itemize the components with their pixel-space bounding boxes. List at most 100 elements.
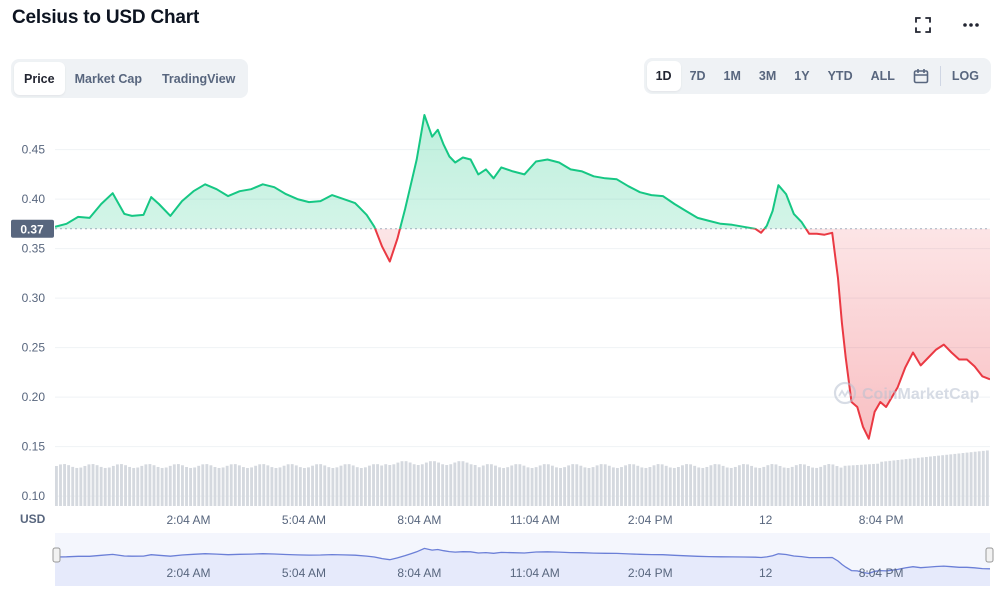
volume-bar <box>973 451 977 506</box>
volume-bar <box>538 465 542 506</box>
range-ytd-button[interactable]: YTD <box>827 69 853 83</box>
volume-bar <box>343 464 347 506</box>
volume-bar <box>713 464 717 506</box>
volume-bar <box>217 467 221 506</box>
fullscreen-icon[interactable] <box>912 14 934 36</box>
x-tick-label: 8:04 PM <box>859 513 904 527</box>
volume-bar <box>229 464 233 506</box>
volume-bar <box>136 467 140 506</box>
volume-bar <box>441 464 445 506</box>
volume-bar <box>676 467 680 506</box>
currency-label: USD <box>20 512 46 526</box>
volume-bar <box>778 465 782 506</box>
y-tick-label: 0.40 <box>22 192 46 206</box>
volume-bar <box>124 465 127 506</box>
volume-bar <box>115 464 119 506</box>
navigator-tick-label: 11:04 AM <box>510 566 560 580</box>
volume-bar <box>579 465 583 506</box>
volume-bar <box>489 464 493 506</box>
navigator-tick-label: 8:04 AM <box>397 566 441 580</box>
header-actions <box>912 14 982 36</box>
volume-bar <box>957 453 961 506</box>
x-tick-label: 8:04 AM <box>397 513 441 527</box>
volume-bar <box>644 467 648 506</box>
volume-bar <box>920 457 924 506</box>
range-all-button[interactable]: ALL <box>870 69 895 83</box>
volume-bar <box>534 467 538 506</box>
volume-bar <box>746 464 749 506</box>
more-dots-icon[interactable] <box>960 14 982 36</box>
volume-bar <box>965 452 969 506</box>
volume-bar <box>213 467 217 506</box>
volume-bar <box>876 463 880 506</box>
range-3m-button[interactable]: 3M <box>758 69 777 83</box>
range-7d-button[interactable]: 7D <box>689 69 706 83</box>
volume-bar <box>807 465 810 506</box>
volume-bar <box>664 465 668 506</box>
volume-bar <box>233 464 237 506</box>
volume-bar <box>107 467 111 506</box>
volume-bar <box>246 467 249 506</box>
volume-bar <box>91 464 95 506</box>
volume-bar <box>469 464 473 506</box>
tab-price[interactable]: Price <box>14 62 65 95</box>
range-1y-button[interactable]: 1Y <box>794 69 810 83</box>
y-axis: 0.45 0.40 0.35 0.30 0.25 0.20 0.15 0.10 <box>22 143 46 504</box>
volume-bar <box>59 464 62 506</box>
chart-type-tabs: Price Market Cap TradingView <box>11 59 249 98</box>
x-axis: 2:04 AM 5:04 AM 8:04 AM 11:04 AM 2:04 PM 12 8:… <box>167 513 904 527</box>
range-1m-button[interactable]: 1M <box>723 69 741 83</box>
volume-bar <box>449 464 453 506</box>
volume-bar <box>559 467 562 506</box>
volume-bar <box>689 464 693 506</box>
volume-bar <box>620 467 623 506</box>
volume-bar <box>453 462 457 506</box>
volume-bar <box>904 459 908 506</box>
volume-bar <box>494 465 497 506</box>
volume-bar <box>258 464 262 506</box>
volume-bar <box>424 462 428 506</box>
volume-bar <box>847 465 851 506</box>
volume-bar <box>762 466 766 506</box>
volume-bar <box>327 467 331 506</box>
log-scale-button[interactable]: LOG <box>951 69 979 83</box>
volume-bar <box>221 467 225 506</box>
volume-bar <box>185 467 188 506</box>
y-tick-label: 0.30 <box>22 291 46 305</box>
volume-bar <box>388 464 392 506</box>
volume-bar <box>176 464 180 506</box>
volume-bar <box>168 465 172 506</box>
navigator-right-handle[interactable] <box>985 547 994 563</box>
volume-bar <box>819 466 823 506</box>
volume-bar <box>550 465 554 506</box>
volume-bar <box>506 467 510 506</box>
volume-bar <box>412 464 416 506</box>
tab-market-cap[interactable]: Market Cap <box>74 71 142 86</box>
volume-bar <box>363 467 367 506</box>
volume-bar <box>949 454 953 506</box>
volume-bar <box>640 467 644 506</box>
volume-bar <box>624 465 627 506</box>
volume-bar <box>351 465 355 506</box>
volume-bar <box>652 465 656 506</box>
volume-bar <box>912 458 916 506</box>
range-1d-button[interactable]: 1D <box>646 61 681 91</box>
volume-bar <box>457 461 461 506</box>
volume-bar <box>465 462 469 506</box>
volume-bar <box>766 465 770 506</box>
volume-bar <box>705 466 709 506</box>
volume-bar <box>128 466 132 506</box>
volume-bar <box>140 465 144 506</box>
watermark-text: CoinMarketCap <box>862 386 980 403</box>
calendar-icon[interactable] <box>904 61 938 91</box>
volume-bar <box>359 467 363 506</box>
volume-bar <box>83 465 87 506</box>
navigator-left-handle[interactable] <box>52 547 61 563</box>
volume-bar <box>798 464 802 506</box>
range-navigator[interactable]: 2:04 AM 5:04 AM 8:04 AM 11:04 AM 2:04 PM 12 8:… <box>52 533 994 586</box>
y-tick-label: 0.35 <box>22 242 46 256</box>
tab-tradingview[interactable]: TradingView <box>161 71 236 86</box>
volume-bar <box>111 465 115 506</box>
volume-bar <box>95 465 99 506</box>
